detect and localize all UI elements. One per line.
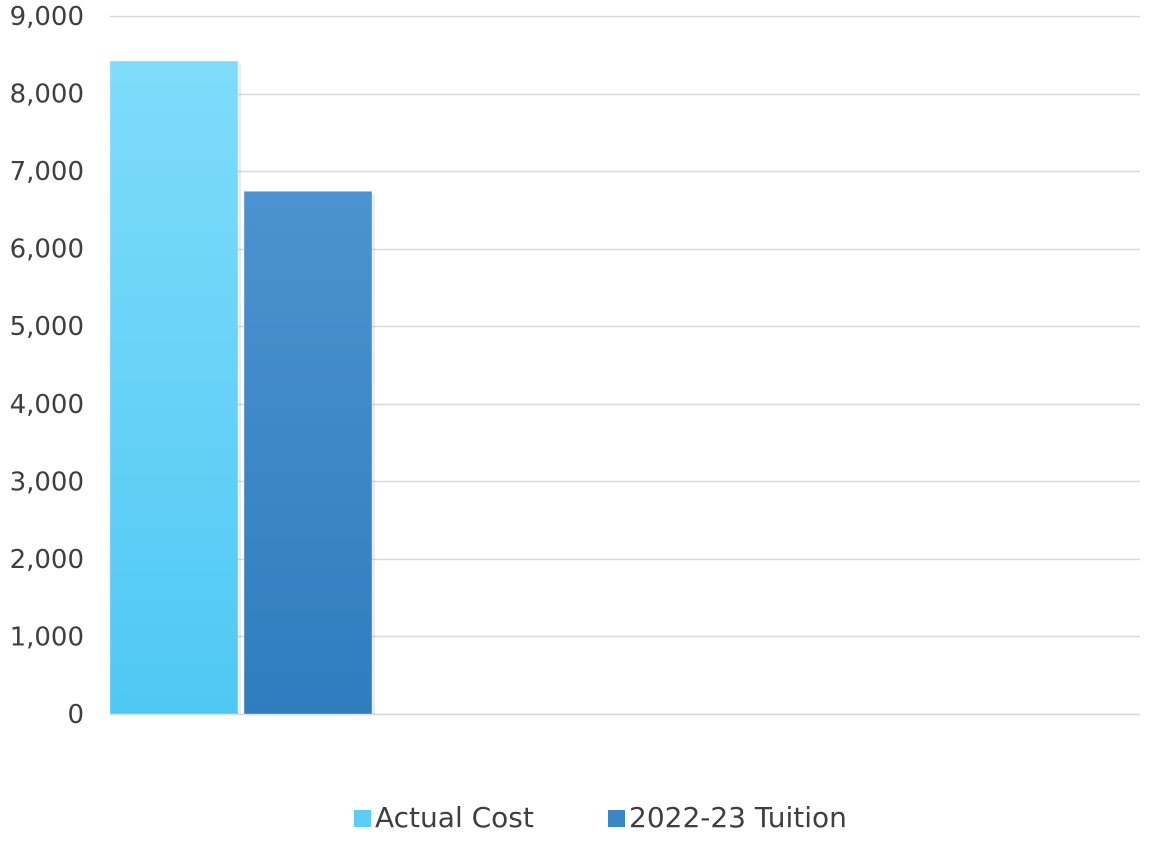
y-tick-label: 3,000 bbox=[10, 467, 84, 497]
legend: Actual Cost 2022-23 Tuition bbox=[354, 801, 847, 834]
bars bbox=[109, 60, 375, 715]
legend-swatch bbox=[354, 810, 371, 827]
legend-label: 2022-23 Tuition bbox=[629, 801, 847, 834]
y-tick-label: 9,000 bbox=[10, 2, 84, 32]
y-tick-label: 8,000 bbox=[10, 80, 84, 110]
y-tick-label: 6,000 bbox=[10, 235, 84, 265]
y-tick-label: 7,000 bbox=[10, 157, 84, 187]
legend-label: Actual Cost bbox=[375, 801, 534, 834]
y-tick-label: 0 bbox=[67, 700, 84, 730]
y-tick-label: 1,000 bbox=[10, 622, 84, 652]
y-tick-label: 4,000 bbox=[10, 390, 84, 420]
y-axis-tick-labels: 0 1,000 2,000 3,000 4,000 5,000 6,000 7,000 8,00… bbox=[10, 2, 84, 730]
bar-tuition bbox=[243, 190, 373, 715]
y-tick-label: 2,000 bbox=[10, 545, 84, 575]
y-tick-label: 5,000 bbox=[10, 312, 84, 342]
bar-actual-cost bbox=[109, 60, 239, 715]
legend-swatch bbox=[608, 810, 625, 827]
